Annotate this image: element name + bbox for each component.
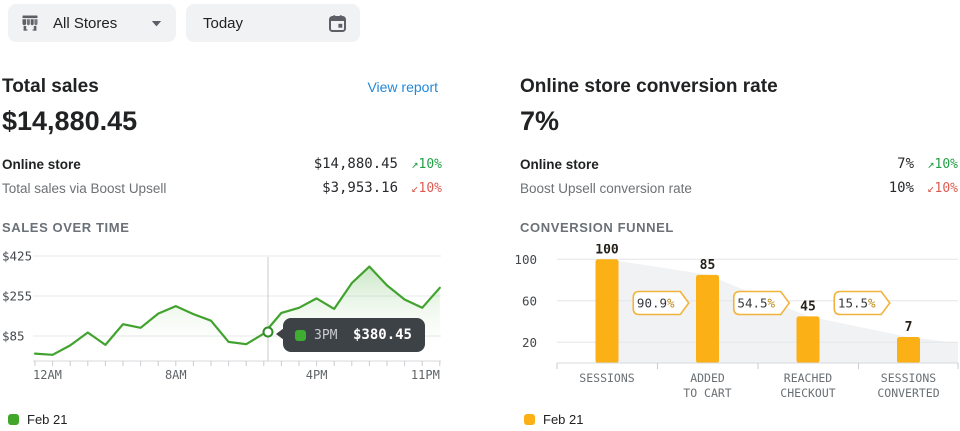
metric-row-value: 7% [897,156,914,172]
bar-value-label: 85 [700,258,716,273]
metric-row-value: $3,953.16 [322,180,398,196]
metric-row-delta: ↙10% [927,180,958,196]
total-sales-rows: Online store $14,880.45 ↗10% Total sales… [2,152,442,200]
category-label: ADDED TO CART [683,371,732,400]
tooltip-label: 3PM [314,327,338,343]
metric-row-label: Total sales via Boost Upsell [2,180,167,196]
total-sales-header: Total sales View report [2,76,438,98]
legend-swatch-orange [524,414,535,425]
tooltip-series-swatch [295,329,306,341]
metric-row-delta: ↙10% [411,180,442,196]
x-axis-label: 12AM [33,368,62,382]
y-axis-label: 20 [522,335,537,350]
conversion-value: 7% [520,106,560,136]
drop-rate-label: 54.5% [737,296,775,311]
funnel-bar [595,259,619,363]
bar-value-label: 7 [905,320,913,335]
trend-down-icon: ↙ [411,180,419,195]
metric-row-label: Online store [2,156,81,172]
metric-row-label: Online store [520,156,599,172]
legend-label: Feb 21 [27,412,68,427]
metric-row-label: Boost Upsell conversion rate [520,180,692,196]
chevron-down-icon [151,20,162,27]
bar-value-label: 45 [800,299,816,314]
metric-row-delta: ↗10% [411,156,442,172]
chart-tooltip: 3PM $380.45 [276,318,425,352]
conversion-funnel-title: CONVERSION FUNNEL [520,220,674,235]
y-axis-label: 60 [522,293,537,308]
metric-row-value: $14,880.45 [313,156,398,172]
sales-line [33,265,441,356]
store-selector-button[interactable]: All Stores [8,4,176,42]
funnel-bar [897,337,920,363]
metric-row: Online store 7% ↗10% [520,152,958,176]
conversion-title: Online store conversion rate [520,76,778,97]
y-axis-label: $255 [2,289,32,304]
conversion-funnel-chart[interactable]: 20 60 100 100 85 45 7 90.9% 54.5% 15.5% SESSIONS AD… [480,244,960,414]
conversion-header: Online store conversion rate [520,76,778,98]
x-axis-label: 11PM [411,368,440,382]
drop-rate-label: 90.9% [637,296,675,311]
tooltip-value: $380.45 [352,327,412,343]
metric-row: Online store $14,880.45 ↗10% [2,152,442,176]
store-icon [20,13,40,33]
legend-label: Feb 21 [543,412,584,427]
drop-rate-badge [833,290,891,316]
y-axis-label: $85 [2,329,25,344]
legend-swatch-green [8,414,19,425]
conversion-rows: Online store 7% ↗10% Boost Upsell conver… [520,152,958,200]
trend-up-icon: ↗ [927,156,935,171]
calendar-icon [327,13,348,34]
hover-point-marker [262,326,274,338]
total-sales-value: $14,880.45 [2,106,138,136]
funnel-legend: Feb 21 [524,412,583,427]
store-selector-label: All Stores [53,14,118,32]
category-label: REACHED CHECKOUT [780,371,835,400]
date-selector-button[interactable]: Today [186,4,360,42]
metric-row-value: 10% [888,180,914,196]
drop-rate-label: 15.5% [838,296,876,311]
category-label: SESSIONS CONVERTED [877,371,939,400]
date-selector-label: Today [203,14,244,32]
sales-legend: Feb 21 [8,412,67,427]
drop-rate-badge [732,290,791,316]
funnel-bar [696,274,719,363]
sales-over-time-title: SALES OVER TIME [2,220,130,235]
y-axis-label: 100 [514,252,537,267]
drop-rate-badge [632,290,690,316]
y-axis-label: $425 [2,249,32,264]
x-axis-label: 4PM [306,368,328,382]
x-axis-label: 8AM [165,368,187,382]
metric-row: Total sales via Boost Upsell $3,953.16 ↙… [2,176,442,200]
trend-down-icon: ↙ [927,180,935,195]
metric-row-delta: ↗10% [927,156,958,172]
bar-value-label: 100 [595,244,619,257]
view-report-link[interactable]: View report [367,79,438,95]
total-sales-title: Total sales [2,76,99,97]
trend-up-icon: ↗ [411,156,419,171]
metric-row: Boost Upsell conversion rate 10% ↙10% [520,176,958,200]
funnel-bar [796,316,820,363]
category-label: SESSIONS [579,371,634,385]
